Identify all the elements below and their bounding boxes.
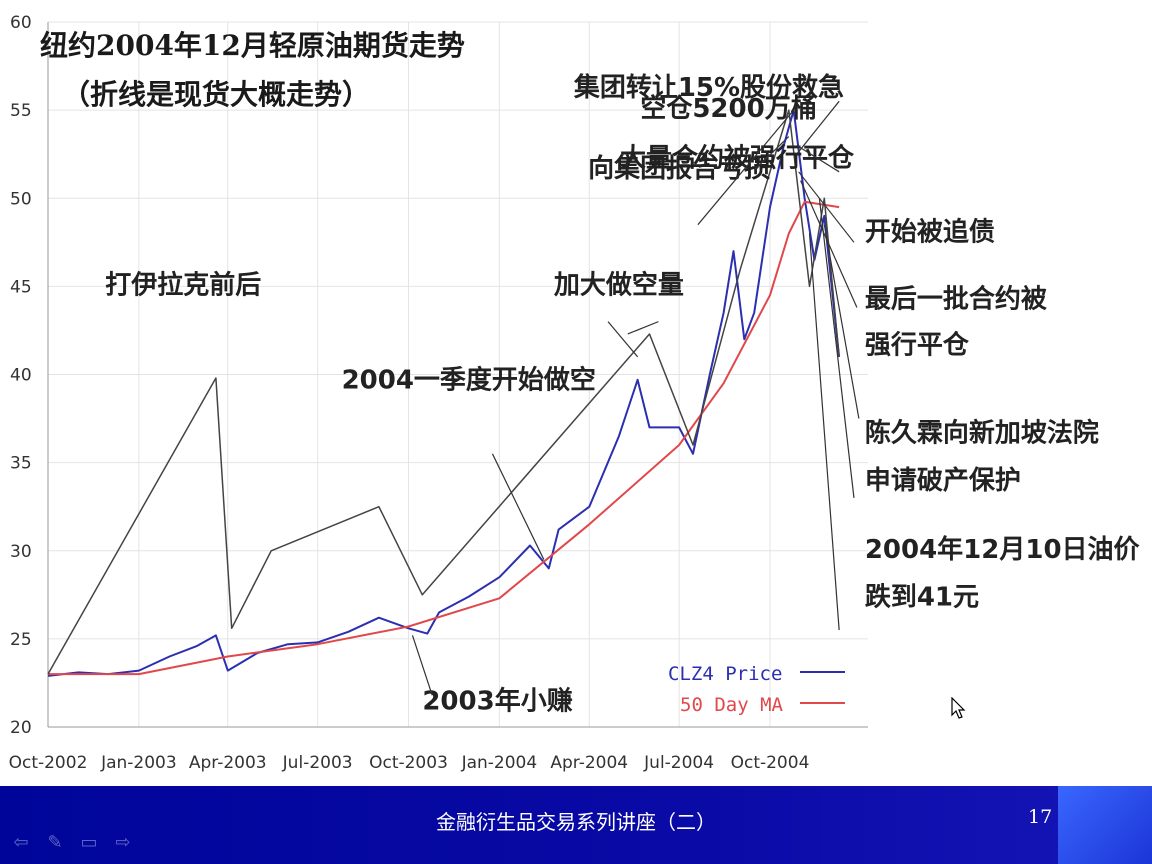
annotation-label: 申请破产保护 bbox=[865, 466, 1021, 496]
y-tick-label: 50 bbox=[10, 189, 32, 209]
arrow-right-icon[interactable]: ⇨ bbox=[115, 832, 131, 853]
y-tick-label: 40 bbox=[10, 366, 32, 386]
y-tick-label: 20 bbox=[10, 718, 32, 738]
y-tick-label: 45 bbox=[10, 277, 32, 297]
annotation-label: 向集团报告亏损 bbox=[588, 153, 770, 184]
y-tick-label: 25 bbox=[10, 630, 32, 650]
x-tick-label: Apr-2003 bbox=[189, 753, 267, 773]
x-tick-label: Jul-2003 bbox=[282, 753, 353, 773]
annotation-leader-line bbox=[753, 136, 790, 171]
chart-title: 纽约2004年12月轻原油期货走势 bbox=[40, 29, 465, 62]
annotation-leader-line bbox=[808, 233, 840, 631]
annotation-leader-line bbox=[607, 321, 639, 358]
y-tick-label: 60 bbox=[10, 13, 32, 33]
annotation-leader-line bbox=[796, 144, 840, 173]
arrow-left-icon[interactable]: ⇦ bbox=[13, 832, 29, 853]
axes: 20 25 30 35 40 45 50 55 60 Oct-2002 Jan-2003 Apr-20… bbox=[9, 13, 868, 773]
annotation-label: 集团转让15%股份救急 bbox=[573, 72, 844, 103]
y-tick-label: 35 bbox=[10, 454, 32, 474]
pen-icon[interactable]: ✎ bbox=[47, 832, 63, 853]
series bbox=[47, 109, 841, 677]
moving-average-line bbox=[48, 200, 840, 676]
annotation-leader-line bbox=[627, 321, 659, 335]
x-tick-label: Apr-2004 bbox=[550, 753, 628, 773]
annotation-label: 2003年小赚 bbox=[422, 685, 572, 716]
spot-trend-line bbox=[47, 109, 840, 675]
annotation-leader-line bbox=[818, 198, 855, 498]
annotation-label: 最后一批合约被 bbox=[865, 284, 1047, 315]
annotation-label: 2004年12月10日油价 bbox=[865, 534, 1141, 565]
y-tick-label: 55 bbox=[10, 101, 32, 121]
x-tick-label: Jan-2004 bbox=[461, 753, 538, 773]
price-series-line bbox=[47, 109, 841, 677]
annotation-label: 大量合约被强行平仓 bbox=[620, 143, 855, 174]
annotations: 打伊拉克前后 2004一季度开始做空 加大做空量 向集团报告亏损 空仓5200万桶集团转… bbox=[105, 72, 1140, 716]
oil-futures-chart: 20 25 30 35 40 45 50 55 60 Oct-2002 Jan-2003 Apr-20… bbox=[9, 13, 1141, 773]
x-tick-label: Oct-2002 bbox=[9, 753, 88, 773]
annotation-label: 跌到41元 bbox=[865, 582, 979, 612]
grid bbox=[47, 21, 868, 728]
annotation-label: 加大做空量 bbox=[554, 269, 684, 300]
page-number: 17 bbox=[1028, 806, 1053, 828]
x-tick-label: Oct-2003 bbox=[369, 753, 448, 773]
legend-label-ma: 50 Day MA bbox=[680, 694, 784, 716]
annotation-label: 强行平仓 bbox=[865, 329, 970, 360]
annotation-leader-line bbox=[411, 635, 433, 696]
annotation-leader-line bbox=[796, 100, 840, 155]
x-tick-label: Jul-2004 bbox=[643, 753, 714, 773]
footer-accent-square bbox=[1058, 786, 1152, 864]
annotation-leader-line bbox=[697, 109, 795, 226]
screen-icon[interactable]: ▭ bbox=[80, 832, 98, 853]
annotation-leader-line bbox=[491, 453, 545, 560]
slide-navigation: ⇦ ✎ ▭ ⇨ bbox=[10, 832, 134, 854]
x-tick-label: Jan-2003 bbox=[100, 753, 177, 773]
legend: CLZ4 Price 50 Day MA bbox=[668, 663, 845, 716]
annotation-leader-line bbox=[798, 171, 855, 243]
slide-footer-bar: 金融衍生品交易系列讲座（二） 17 ⇦ ✎ ▭ ⇨ bbox=[0, 786, 1152, 864]
annotation-label: 开始被追债 bbox=[865, 217, 995, 248]
annotation-label: 空仓5200万桶 bbox=[640, 93, 816, 124]
chart-subtitle: （折线是现货大概走势） bbox=[62, 78, 370, 111]
annotation-leader-line bbox=[823, 224, 860, 419]
x-tick-label: Oct-2004 bbox=[731, 753, 810, 773]
annotation-leader-line bbox=[800, 180, 858, 308]
annotation-label: 陈久霖向新加坡法院 bbox=[865, 417, 1099, 448]
y-tick-label: 30 bbox=[10, 542, 32, 562]
annotation-label: 打伊拉克前后 bbox=[105, 269, 261, 300]
mouse-pointer-icon bbox=[951, 697, 966, 719]
footer-title: 金融衍生品交易系列讲座（二） bbox=[436, 810, 716, 834]
annotation-label: 2004一季度开始做空 bbox=[342, 365, 596, 396]
legend-label-price: CLZ4 Price bbox=[668, 663, 782, 685]
